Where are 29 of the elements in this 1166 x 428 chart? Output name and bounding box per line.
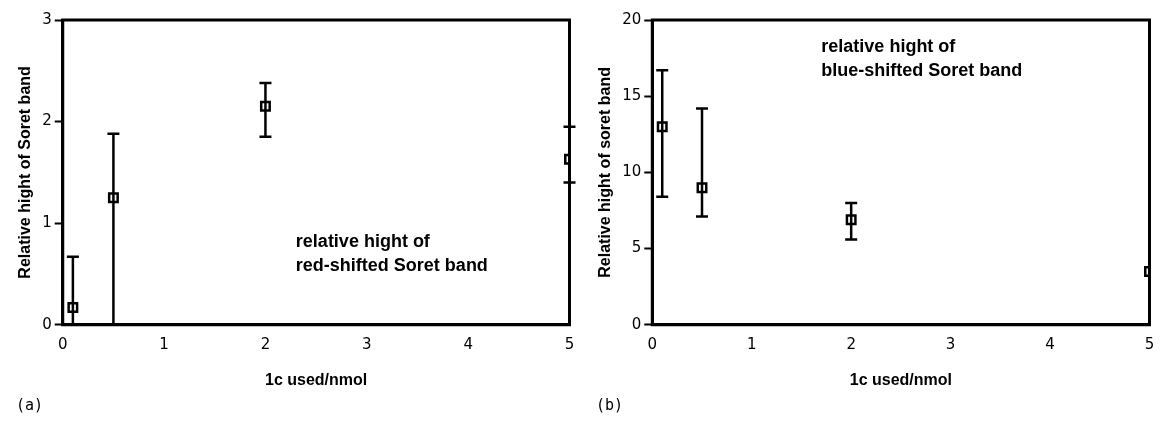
y-tick-label: 20 — [622, 9, 642, 28]
x-tick-label: 4 — [463, 334, 473, 353]
y-tick-label: 1 — [42, 213, 52, 232]
x-tick-label: 1 — [746, 334, 757, 353]
x-tick-label: 0 — [57, 334, 68, 353]
y-tick-label: 2 — [42, 111, 52, 130]
text: (b) — [596, 396, 624, 415]
annotation: relative hight of blue-shifted Soret band — [821, 36, 1023, 81]
y-axis-title: Relative hight of soret band — [596, 67, 614, 278]
x-tick-label: 1 — [159, 334, 169, 353]
x-tick-label: 4 — [1045, 334, 1055, 353]
text: (a) — [16, 396, 44, 415]
x-tick-label: 3 — [362, 334, 372, 353]
y-tick-label: 0 — [42, 314, 52, 333]
x-axis-title: 1c used/nmol — [849, 370, 953, 388]
x-tick-label: 3 — [945, 334, 956, 353]
y-tick-label: 5 — [631, 238, 642, 257]
x-tick-label: 5 — [1144, 334, 1155, 353]
x-tick-label: 5 — [564, 334, 575, 353]
y-tick-label: 0 — [631, 314, 642, 333]
y-axis-title: Relative hight of Soret band — [16, 66, 34, 279]
y-tick-label: 15 — [622, 86, 642, 105]
x-tick-label: 2 — [846, 334, 856, 353]
x-tick-label: 2 — [260, 334, 271, 353]
annotation: relative hight of red-shifted Soret band — [295, 231, 488, 276]
y-tick-label: 10 — [622, 162, 642, 181]
y-tick-label: 3 — [42, 9, 52, 28]
x-tick-label: 0 — [647, 334, 658, 353]
x-axis-title: 1c used/nmol — [265, 370, 368, 388]
